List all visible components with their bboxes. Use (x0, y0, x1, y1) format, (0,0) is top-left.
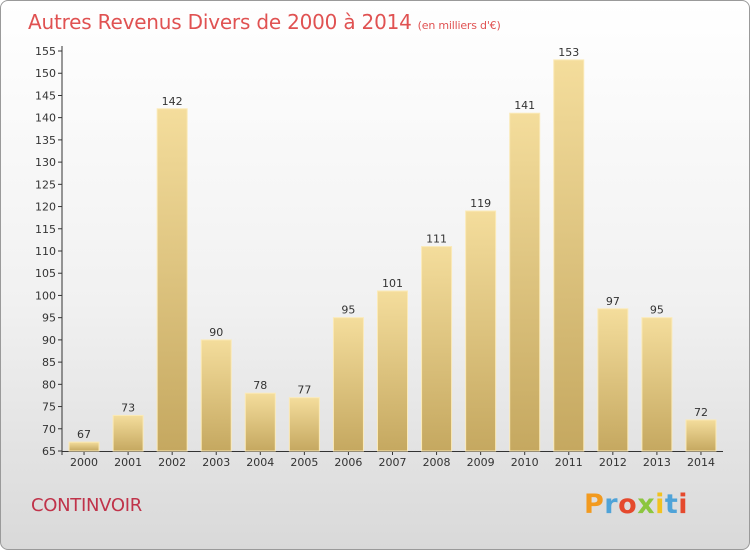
y-tick-label: 80 (42, 378, 56, 391)
bar (332, 317, 364, 452)
bar-value-label: 119 (470, 197, 491, 210)
logo-letter: t (664, 489, 679, 520)
x-tick-label: 2000 (70, 456, 98, 469)
x-tick-label: 2004 (246, 456, 274, 469)
x-tick-label: 2012 (599, 456, 627, 469)
y-tick-label: 115 (35, 223, 56, 236)
bar (597, 308, 629, 452)
x-tick-label: 2007 (379, 456, 407, 469)
logo-letter: P (584, 489, 605, 520)
x-tick-label: 2014 (687, 456, 715, 469)
y-tick-label: 145 (35, 89, 56, 102)
bar (685, 419, 717, 452)
y-tick-label: 150 (35, 67, 56, 80)
bar (156, 108, 188, 452)
bar-value-label: 111 (426, 233, 447, 246)
logo-letter: x (637, 489, 656, 520)
y-axis: 65 70 75 80 85 90 95 100 105 110 115 120 125 130 135 14… (35, 45, 723, 458)
x-tick-label: 2005 (290, 456, 318, 469)
chart-title-text: Autres Revenus Divers de 2000 à 2014 (28, 10, 412, 34)
x-tick-label: 2002 (158, 456, 186, 469)
y-tick-label: 135 (35, 134, 56, 147)
town-name: CONTINVOIR (31, 495, 142, 516)
y-tick-label: 120 (35, 201, 56, 214)
bar (68, 441, 100, 452)
bar (244, 392, 276, 452)
y-tick-label: 105 (35, 267, 56, 280)
y-tick-label: 70 (42, 423, 56, 436)
bar (509, 112, 541, 452)
bar (377, 290, 408, 452)
chart-unit: (en milliers d'€) (417, 19, 501, 32)
bar (112, 414, 144, 452)
bar-value-label: 101 (382, 277, 403, 290)
bar (288, 397, 320, 452)
y-tick-label: 100 (35, 289, 56, 302)
bar-value-label: 73 (121, 401, 135, 414)
x-tick-label: 2009 (467, 456, 495, 469)
bar (553, 59, 585, 452)
bar-value-label: 77 (297, 384, 311, 397)
bar-value-label: 153 (558, 46, 579, 59)
bar-value-label: 95 (650, 304, 664, 317)
x-axis: 2000 2001 2002 2003 2004 2005 2006 2007 2008 2009… (70, 451, 715, 469)
x-tick-label: 2006 (334, 456, 362, 469)
x-tick-label: 2001 (114, 456, 142, 469)
x-tick-label: 2011 (555, 456, 583, 469)
proxiti-logo[interactable]: Proxiti (584, 489, 688, 520)
y-tick-label: 95 (42, 312, 56, 325)
x-tick-label: 2010 (511, 456, 539, 469)
bars: 67 73 142 90 78 77 95 101 111 119 141 153 97 95 72 (68, 46, 717, 452)
x-tick-label: 2008 (423, 456, 451, 469)
y-tick-label: 125 (35, 178, 56, 191)
y-tick-label: 140 (35, 112, 56, 125)
bar (421, 246, 453, 452)
x-tick-label: 2003 (202, 456, 230, 469)
y-tick-label: 130 (35, 156, 56, 169)
bar (465, 210, 497, 452)
bar-value-label: 90 (209, 326, 223, 339)
y-tick-label: 155 (35, 45, 56, 58)
bar-value-label: 141 (514, 99, 535, 112)
y-tick-label: 75 (42, 401, 56, 414)
logo-letter: o (618, 489, 638, 520)
bar-value-label: 67 (77, 428, 91, 441)
logo-letter: i (678, 489, 689, 520)
bar-value-label: 142 (162, 95, 183, 108)
bar-value-label: 95 (341, 304, 355, 317)
chart-title: Autres Revenus Divers de 2000 à 2014 (en … (28, 10, 501, 34)
bar-value-label: 97 (606, 295, 620, 308)
y-tick-label: 90 (42, 334, 56, 347)
bar (200, 339, 232, 452)
bar (641, 317, 673, 452)
bar-value-label: 72 (694, 406, 708, 419)
y-tick-label: 85 (42, 356, 56, 369)
y-tick-label: 65 (42, 445, 56, 458)
y-tick-label: 110 (35, 245, 56, 258)
bar-value-label: 78 (253, 379, 267, 392)
x-tick-label: 2013 (643, 456, 671, 469)
logo-letter: i (655, 489, 665, 520)
logo-letter: r (604, 489, 619, 520)
